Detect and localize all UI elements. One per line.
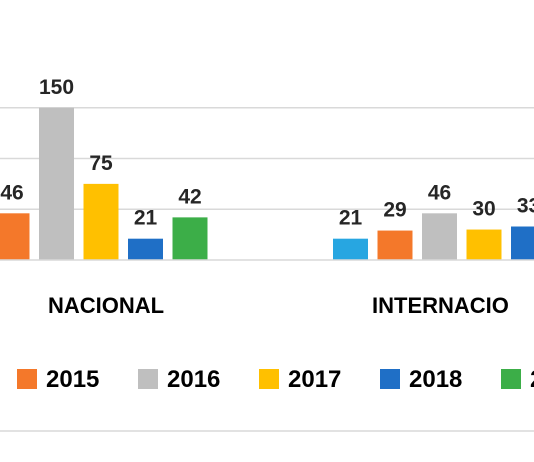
bar-nacional-2016 bbox=[39, 107, 74, 260]
bars bbox=[0, 107, 534, 260]
legend-swatch-2015 bbox=[17, 369, 37, 389]
data-label-internacional-2016: 46 bbox=[428, 181, 451, 204]
data-label-nacional-2015: 46 bbox=[0, 181, 23, 204]
bar-internacional-2014 bbox=[333, 238, 368, 260]
legend-label-2017: 2017 bbox=[288, 366, 341, 393]
legend-label-2016: 2016 bbox=[167, 366, 220, 393]
bar-internacional-2016 bbox=[422, 213, 457, 260]
bar-internacional-2015 bbox=[377, 230, 413, 260]
bar-nacional-2018 bbox=[128, 238, 163, 260]
data-label-nacional-2016: 150 bbox=[39, 76, 74, 99]
bar-internacional-2018 bbox=[511, 226, 534, 260]
data-label-internacional-2015: 29 bbox=[383, 199, 406, 222]
category-label-internacional: INTERNACIO bbox=[372, 293, 509, 318]
bar-nacional-2015 bbox=[0, 213, 30, 260]
data-label-nacional-2019: 42 bbox=[178, 185, 201, 208]
bar-labels: 46 150 75 21 42 21 29 46 30 33 bbox=[0, 76, 534, 230]
legend: 2015 2016 2017 2018 2 bbox=[17, 366, 534, 393]
bar-internacional-2017 bbox=[466, 229, 502, 260]
legend-label-2018: 2018 bbox=[409, 366, 462, 393]
category-label-nacional: NACIONAL bbox=[48, 293, 164, 318]
data-label-internacional-2014: 21 bbox=[339, 207, 363, 230]
gridlines bbox=[0, 107, 534, 210]
data-label-internacional-2018: 33 bbox=[517, 195, 534, 218]
data-label-nacional-2017: 75 bbox=[89, 152, 113, 175]
legend-swatch-2018 bbox=[380, 369, 400, 389]
legend-swatch-2017 bbox=[259, 369, 279, 389]
bar-nacional-2017 bbox=[83, 183, 119, 260]
legend-label-2015: 2015 bbox=[46, 366, 99, 393]
data-label-nacional-2018: 21 bbox=[134, 207, 158, 230]
legend-swatch-2019 bbox=[501, 369, 521, 389]
legend-label-2019: 2 bbox=[530, 366, 534, 393]
data-label-internacional-2017: 30 bbox=[472, 198, 495, 221]
legend-swatch-2016 bbox=[138, 369, 158, 389]
bar-nacional-2019 bbox=[172, 217, 208, 260]
